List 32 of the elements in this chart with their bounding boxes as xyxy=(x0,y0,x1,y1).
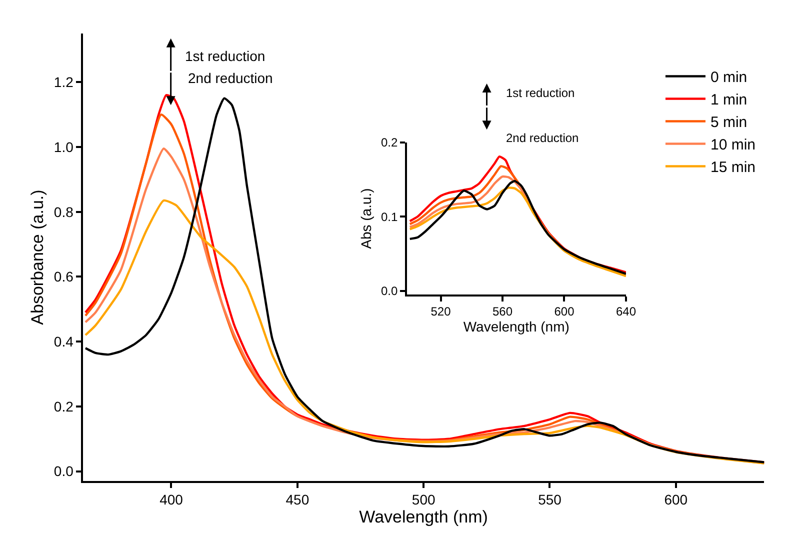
x-axis-title: Wavelength (nm) xyxy=(359,508,488,527)
x-tick-label: 600 xyxy=(554,304,575,319)
x-tick-label: 600 xyxy=(664,492,688,508)
x-axis-title: Wavelength (nm) xyxy=(463,318,570,335)
annotation: 1st reduction xyxy=(506,86,575,100)
x-tick-label: 520 xyxy=(430,304,452,319)
x-tick-label: 640 xyxy=(616,304,636,319)
x-tick-label: 400 xyxy=(160,492,184,508)
y-tick-label: 0.4 xyxy=(54,334,74,350)
y-axis-title: Abs (a.u.) xyxy=(358,188,374,249)
x-tick-label: 450 xyxy=(286,492,310,508)
legend-label: 0 min xyxy=(710,69,748,86)
y-tick-label: 1.0 xyxy=(54,138,74,155)
annotation: 2nd reduction xyxy=(188,70,273,86)
annotation: 2nd reduction xyxy=(506,131,579,145)
y-tick-label: 0.8 xyxy=(54,204,74,220)
y-tick-label: 0.0 xyxy=(54,463,74,480)
x-tick-label: 500 xyxy=(412,492,436,508)
y-tick-label: 1.2 xyxy=(54,74,74,90)
y-tick-label: 0.6 xyxy=(54,268,74,285)
x-tick-label: 550 xyxy=(538,492,562,508)
legend-label: 10 min xyxy=(710,136,756,154)
y-tick-label: 0.2 xyxy=(380,136,398,150)
legend-label: 5 min xyxy=(710,114,748,132)
y-tick-label: 0.2 xyxy=(54,398,74,414)
x-tick-label: 560 xyxy=(492,304,513,319)
legend-label: 1 min xyxy=(710,92,748,109)
y-tick-label: 0.0 xyxy=(380,284,398,298)
legend-label: 15 min xyxy=(710,159,756,176)
y-tick-label: 0.1 xyxy=(380,210,398,224)
y-axis-title: Absorbance (a.u.) xyxy=(28,190,47,325)
annotation: 1st reduction xyxy=(185,48,266,64)
